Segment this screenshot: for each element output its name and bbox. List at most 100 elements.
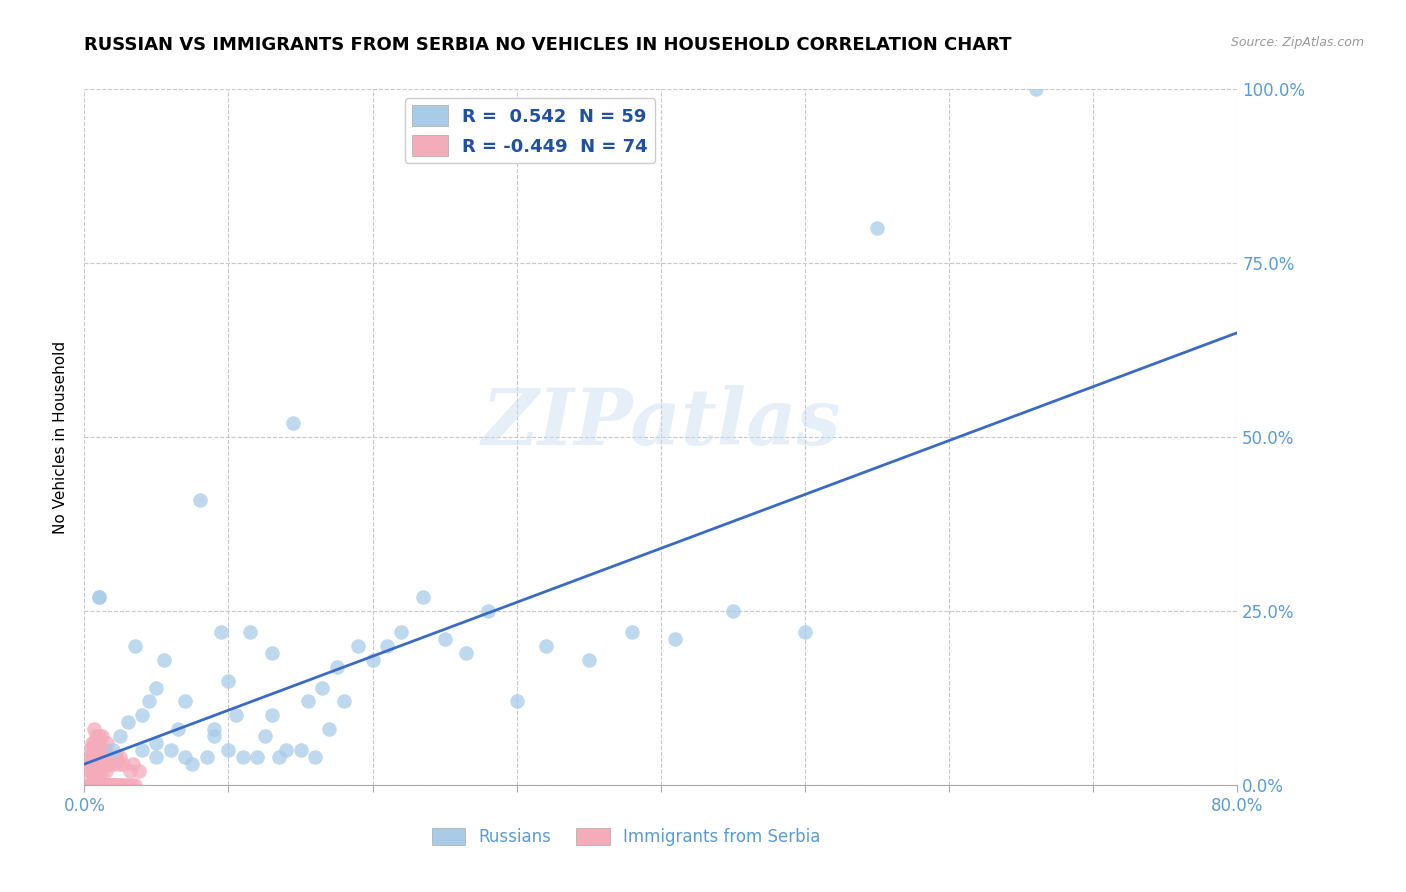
Point bbox=[253, 729, 276, 743]
Point bbox=[181, 757, 204, 772]
Point bbox=[97, 750, 120, 764]
Point bbox=[318, 723, 340, 737]
Point bbox=[304, 750, 326, 764]
Point bbox=[94, 764, 117, 778]
Text: ZIPatlas: ZIPatlas bbox=[481, 385, 841, 461]
Point bbox=[225, 708, 247, 723]
Point bbox=[105, 750, 128, 764]
Point bbox=[103, 778, 124, 792]
Point bbox=[86, 750, 108, 764]
Point bbox=[84, 750, 107, 764]
Point bbox=[80, 764, 103, 778]
Point bbox=[98, 778, 121, 792]
Point bbox=[80, 778, 103, 792]
Point bbox=[104, 778, 127, 792]
Point bbox=[128, 764, 150, 778]
Point bbox=[145, 736, 167, 750]
Point bbox=[621, 624, 644, 639]
Point bbox=[333, 694, 356, 708]
Point bbox=[84, 764, 107, 778]
Point bbox=[90, 750, 112, 764]
Point bbox=[110, 750, 132, 764]
Point bbox=[79, 778, 101, 792]
Point bbox=[111, 778, 134, 792]
Point bbox=[89, 757, 111, 772]
Point bbox=[87, 764, 110, 778]
Point bbox=[80, 750, 103, 764]
Point bbox=[120, 764, 142, 778]
Point bbox=[117, 778, 139, 792]
Text: RUSSIAN VS IMMIGRANTS FROM SERBIA NO VEHICLES IN HOUSEHOLD CORRELATION CHART: RUSSIAN VS IMMIGRANTS FROM SERBIA NO VEH… bbox=[84, 36, 1012, 54]
Point bbox=[80, 736, 103, 750]
Point bbox=[103, 743, 124, 757]
Point bbox=[145, 750, 167, 764]
Point bbox=[534, 639, 557, 653]
Point bbox=[93, 778, 115, 792]
Point bbox=[131, 708, 153, 723]
Point bbox=[311, 681, 333, 695]
Point bbox=[375, 639, 398, 653]
Point bbox=[218, 743, 240, 757]
Point bbox=[90, 778, 112, 792]
Y-axis label: No Vehicles in Household: No Vehicles in Household bbox=[53, 341, 69, 533]
Point bbox=[122, 757, 145, 772]
Point bbox=[433, 632, 456, 646]
Point bbox=[152, 653, 174, 667]
Point bbox=[246, 750, 269, 764]
Point bbox=[202, 723, 225, 737]
Point bbox=[105, 778, 128, 792]
Point bbox=[90, 729, 112, 743]
Point bbox=[276, 743, 298, 757]
Point bbox=[347, 639, 370, 653]
Point bbox=[98, 757, 121, 772]
Point bbox=[195, 750, 218, 764]
Point bbox=[664, 632, 686, 646]
Point bbox=[83, 778, 105, 792]
Point bbox=[110, 778, 132, 792]
Point bbox=[117, 715, 139, 730]
Point bbox=[456, 646, 478, 660]
Point bbox=[114, 778, 136, 792]
Point bbox=[79, 750, 101, 764]
Point bbox=[145, 681, 167, 695]
Point bbox=[104, 750, 127, 764]
Point bbox=[866, 221, 889, 235]
Point bbox=[361, 653, 384, 667]
Point bbox=[160, 743, 183, 757]
Point bbox=[477, 604, 499, 618]
Point bbox=[218, 673, 240, 688]
Point bbox=[76, 778, 98, 792]
Point bbox=[89, 778, 111, 792]
Point bbox=[86, 778, 108, 792]
Point bbox=[84, 729, 107, 743]
Point bbox=[97, 778, 120, 792]
Point bbox=[174, 694, 197, 708]
Point bbox=[325, 659, 347, 673]
Point bbox=[506, 694, 529, 708]
Point bbox=[1025, 82, 1047, 96]
Point bbox=[110, 729, 132, 743]
Point bbox=[112, 757, 135, 772]
Point bbox=[87, 590, 110, 604]
Point bbox=[96, 757, 118, 772]
Point bbox=[260, 646, 283, 660]
Point bbox=[578, 653, 600, 667]
Point bbox=[794, 624, 817, 639]
Point bbox=[131, 743, 153, 757]
Point bbox=[108, 757, 131, 772]
Point bbox=[83, 723, 105, 737]
Point bbox=[138, 694, 160, 708]
Point bbox=[82, 778, 104, 792]
Point bbox=[77, 743, 100, 757]
Point bbox=[100, 778, 122, 792]
Point bbox=[86, 764, 108, 778]
Point bbox=[283, 416, 305, 430]
Point bbox=[209, 624, 232, 639]
Point bbox=[86, 736, 108, 750]
Point bbox=[100, 750, 122, 764]
Point bbox=[124, 639, 146, 653]
Point bbox=[91, 757, 114, 772]
Point bbox=[77, 778, 100, 792]
Point bbox=[267, 750, 290, 764]
Point bbox=[91, 778, 114, 792]
